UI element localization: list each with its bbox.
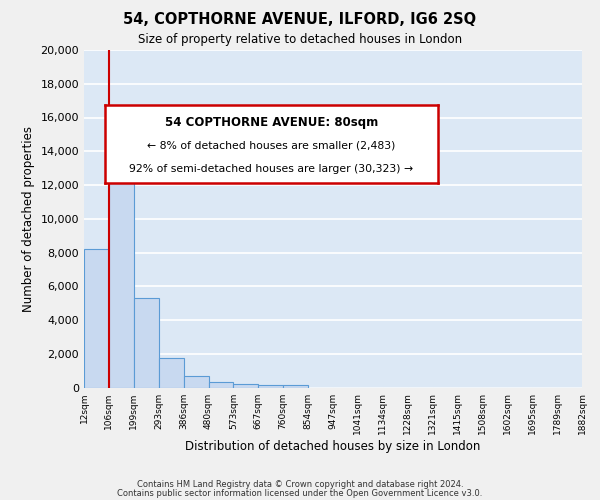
Y-axis label: Number of detached properties: Number of detached properties bbox=[22, 126, 35, 312]
Bar bbox=[109, 108, 134, 388]
Bar bbox=[209, 382, 233, 388]
Text: ← 8% of detached houses are smaller (2,483): ← 8% of detached houses are smaller (2,4… bbox=[148, 140, 395, 150]
Text: Contains public sector information licensed under the Open Government Licence v3: Contains public sector information licen… bbox=[118, 488, 482, 498]
Bar bbox=[84, 249, 109, 388]
Bar bbox=[134, 298, 159, 388]
Bar bbox=[283, 386, 308, 388]
Text: 92% of semi-detached houses are larger (30,323) →: 92% of semi-detached houses are larger (… bbox=[130, 164, 413, 173]
Bar bbox=[233, 384, 259, 388]
Bar bbox=[184, 376, 209, 388]
Text: 54 COPTHORNE AVENUE: 80sqm: 54 COPTHORNE AVENUE: 80sqm bbox=[165, 116, 378, 128]
Text: 54, COPTHORNE AVENUE, ILFORD, IG6 2SQ: 54, COPTHORNE AVENUE, ILFORD, IG6 2SQ bbox=[124, 12, 476, 28]
Bar bbox=[159, 358, 184, 388]
Text: Contains HM Land Registry data © Crown copyright and database right 2024.: Contains HM Land Registry data © Crown c… bbox=[137, 480, 463, 489]
X-axis label: Distribution of detached houses by size in London: Distribution of detached houses by size … bbox=[185, 440, 481, 453]
Text: Size of property relative to detached houses in London: Size of property relative to detached ho… bbox=[138, 32, 462, 46]
Bar bbox=[259, 386, 283, 388]
